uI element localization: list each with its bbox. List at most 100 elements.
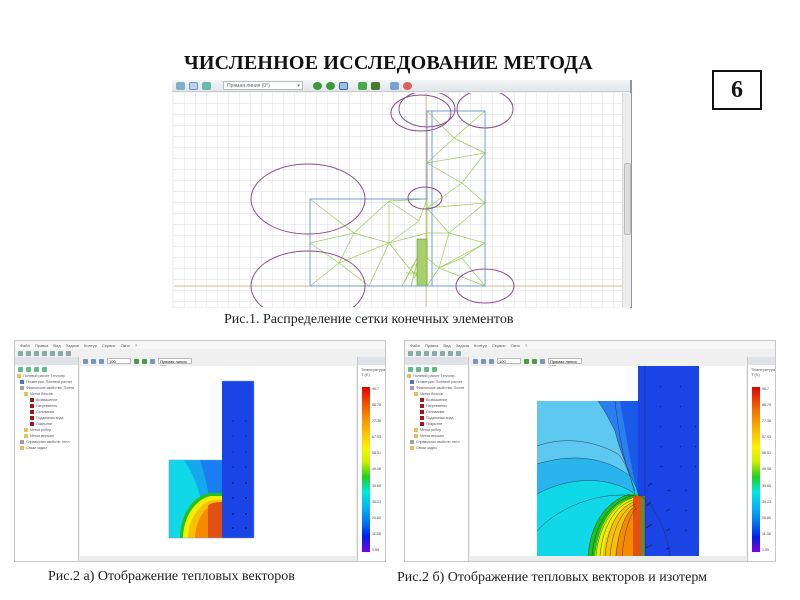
zoom-out-icon[interactable] [142,358,147,364]
open-icon[interactable] [416,350,421,356]
app-window-vectors: Файл Правка Вид Задача Контур Сервис Окн… [14,340,386,562]
solve-icon[interactable] [66,350,71,356]
menu-edit[interactable]: Правка [34,342,49,348]
tree-item[interactable]: Метки блоков [15,391,78,397]
zoom-out-icon[interactable] [326,81,335,90]
menu-view[interactable]: Вид [53,342,61,348]
tree-item[interactable]: Геометрия: Полевой расчет [405,379,468,385]
save-icon[interactable] [408,366,413,372]
fit-icon[interactable] [150,358,155,364]
scroll-thumb[interactable] [624,163,631,235]
zoom-out-icon[interactable] [532,358,537,364]
menu-service[interactable]: Сервис [491,342,506,348]
tree-item[interactable]: Нагреватель [405,403,468,409]
horizontal-scrollbar[interactable] [470,556,746,561]
menu-file[interactable]: Файл [410,342,420,348]
copy-view-icon[interactable] [83,358,88,364]
zoom-in-icon[interactable] [313,81,322,90]
edit-vertex-icon[interactable] [202,81,211,90]
tree-item[interactable]: Геометрия: Полевой расчет [15,379,78,385]
mesh-canvas[interactable] [174,93,622,307]
tree-item[interactable]: Подземная вода [15,415,78,421]
tree-item[interactable]: Подземная вода [405,415,468,421]
tree-item[interactable]: Справочник свойств: тепл [405,439,468,445]
tree-item[interactable]: Метки ребер [15,427,78,433]
tree-item[interactable]: Полевой расчет Теплопр. [15,373,78,379]
save-icon[interactable] [424,350,429,356]
print-icon[interactable] [58,350,63,356]
print-icon[interactable] [448,350,453,356]
copy-icon[interactable] [390,81,399,90]
tree-item[interactable]: Полевой расчет Теплопр. [405,373,468,379]
copy-icon[interactable] [50,350,55,356]
tree-item[interactable]: Метки ребер [405,427,468,433]
tree-item[interactable]: Связи задач [15,445,78,451]
new-file-icon[interactable] [408,350,413,356]
line-mode-select[interactable]: Прямая линия (0°) [548,358,582,369]
tree-item[interactable]: Физические свойства: Полев [15,385,78,391]
print-view-icon[interactable] [91,358,96,364]
tree-item[interactable]: Основание [405,409,468,415]
print-view-icon[interactable] [481,358,486,364]
tree-item[interactable]: Метки вершин [15,433,78,439]
zoom-icon[interactable] [489,358,494,364]
zoom-select[interactable]: 100 [107,358,131,364]
zoom-in-icon[interactable] [524,358,529,364]
menu-bar: Файл Правка Вид Задача Контур Сервис Окн… [15,341,385,349]
menu-window[interactable]: Окно [120,342,130,348]
tree-item[interactable]: Нагреватель [15,403,78,409]
select-arrow-icon[interactable] [189,81,198,90]
check-icon[interactable] [42,366,47,372]
tree-item[interactable]: Метки вершин [405,433,468,439]
menu-task[interactable]: Задача [455,342,470,348]
line-mode-select[interactable]: Прямая линия (0°) [158,358,192,369]
menu-service[interactable]: Сервис [101,342,116,348]
new-file-icon[interactable] [18,350,23,356]
fit-icon[interactable] [540,358,545,364]
horizontal-scrollbar[interactable] [80,556,356,561]
save-icon[interactable] [34,350,39,356]
link-icon[interactable] [358,81,367,90]
cut-icon[interactable] [42,350,47,356]
stop-icon[interactable] [403,81,412,90]
menu-help[interactable]: ? [524,342,528,348]
tree-item[interactable]: Справочник свойств: тепл [15,439,78,445]
cut-icon[interactable] [432,350,437,356]
result-canvas[interactable] [80,366,356,556]
tree-item[interactable]: Физические свойства: Полев [405,385,468,391]
props-icon[interactable] [26,366,31,372]
add-icon[interactable] [424,366,429,372]
menu-view[interactable]: Вид [443,342,451,348]
menu-edit[interactable]: Правка [424,342,439,348]
menu-help[interactable]: ? [134,342,138,348]
tree-item[interactable]: Метки блоков [405,391,468,397]
tree-item[interactable]: Связи задач [405,445,468,451]
zoom-select[interactable]: 100 [497,358,521,364]
line-mode-select[interactable]: Прямая линия (0°) [223,81,303,90]
tree-item[interactable]: Покрытие [15,421,78,427]
copy-icon[interactable] [440,350,445,356]
menu-task[interactable]: Задача [65,342,80,348]
tree-item[interactable]: Возвышение [15,397,78,403]
copy-view-icon[interactable] [473,358,478,364]
save-icon[interactable] [18,366,23,372]
menu-contour[interactable]: Контур [474,342,487,348]
tree-item[interactable]: Покрытие [405,421,468,427]
add-icon[interactable] [34,366,39,372]
props-icon[interactable] [416,366,421,372]
menu-contour[interactable]: Контур [84,342,97,348]
open-icon[interactable] [26,350,31,356]
menu-file[interactable]: Файл [20,342,30,348]
tree-item[interactable]: Возвышение [405,397,468,403]
delete-icon[interactable] [371,81,380,90]
grid-icon[interactable] [339,81,348,90]
new-window-icon[interactable] [176,81,185,90]
mesh-vertical-scrollbar[interactable] [622,93,631,307]
zoom-in-icon[interactable] [134,358,139,364]
zoom-icon[interactable] [99,358,104,364]
menu-window[interactable]: Окно [510,342,520,348]
check-icon[interactable] [432,366,437,372]
solve-icon[interactable] [456,350,461,356]
tree-item[interactable]: Основание [15,409,78,415]
result-canvas[interactable] [470,366,746,556]
